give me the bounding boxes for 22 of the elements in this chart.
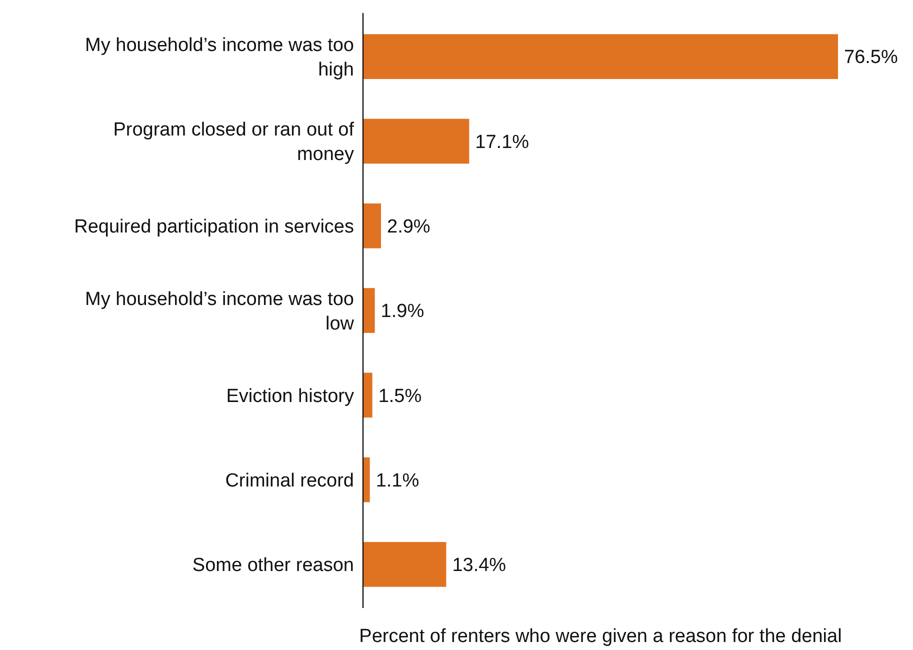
y-tick-label: My household’s income was too high (85, 34, 354, 81)
y-tick-label: Program closed or ran out of money (113, 120, 355, 166)
y-tick-label: Some other reason (192, 555, 354, 576)
data-label: 1.1% (376, 470, 420, 492)
data-label: 13.4% (452, 555, 506, 576)
bar (363, 288, 375, 333)
bar (363, 34, 838, 80)
y-tick-label: My household’s income was too low (85, 288, 354, 334)
data-label: 2.9% (387, 216, 430, 238)
bar (363, 457, 370, 502)
bar (363, 372, 372, 418)
y-tick-label: Eviction history (226, 386, 354, 407)
y-tick-label: Required participation in services (74, 216, 354, 238)
data-label: 1.9% (380, 301, 424, 322)
bar (363, 203, 382, 248)
x-axis-title: Percent of renters who were given a reason for the denial (359, 626, 842, 647)
data-label: 17.1% (475, 132, 530, 153)
bar (363, 118, 470, 164)
data-label: 1.5% (378, 386, 422, 407)
data-label: 76.5% (844, 47, 898, 68)
y-tick-label: Criminal record (225, 470, 354, 492)
bar (363, 542, 446, 587)
